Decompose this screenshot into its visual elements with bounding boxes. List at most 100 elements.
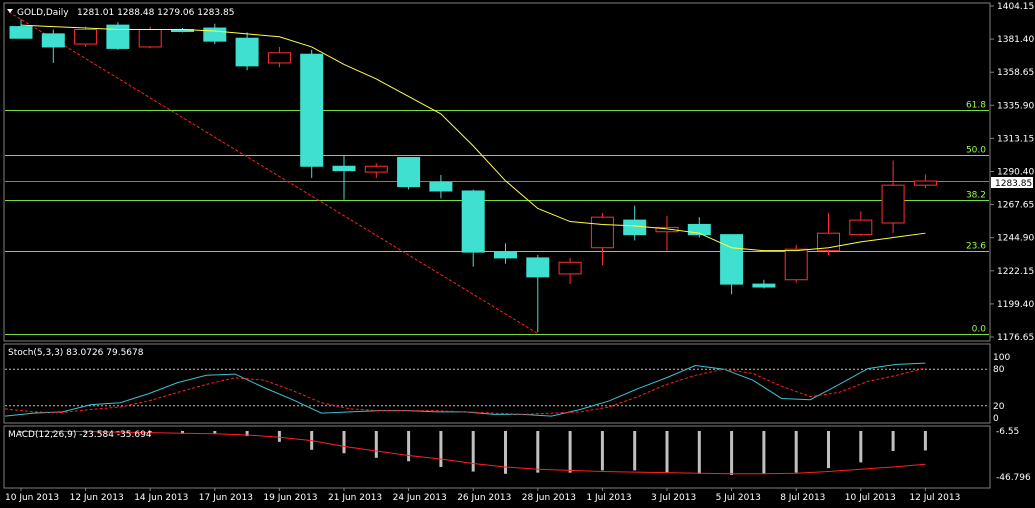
candle-body xyxy=(849,219,873,236)
candle-body xyxy=(655,226,679,233)
candle-body xyxy=(687,223,711,236)
x-tick-label: 10 Jun 2013 xyxy=(5,493,59,503)
y-axis-labels: 1404.15 1381.40 1358.65 1335.90 1313.15 1290.… xyxy=(990,2,1034,483)
macd-hist-bar xyxy=(762,431,766,474)
y-tick-label: 1290.40 xyxy=(997,168,1034,178)
macd-signal-line xyxy=(21,431,926,475)
candle-body xyxy=(429,181,453,192)
candle xyxy=(235,32,259,71)
x-tick-label: 3 Jul 2013 xyxy=(651,493,696,503)
x-axis-labels: 10 Jun 2013 12 Jun 2013 14 Jun 2013 17 Jun … xyxy=(5,488,960,503)
candle-body xyxy=(267,52,291,64)
candles[interactable] xyxy=(9,19,937,333)
x-tick-label: 28 Jun 2013 xyxy=(522,493,576,503)
x-tick-label: 17 Jun 2013 xyxy=(199,493,253,503)
chevron-down-icon[interactable] xyxy=(7,9,13,13)
candle-body xyxy=(590,216,614,249)
candle xyxy=(623,205,647,241)
macd-hist-bar xyxy=(859,431,863,463)
candle xyxy=(784,244,808,283)
candle-body xyxy=(461,190,485,253)
candle-body xyxy=(397,157,421,188)
candle xyxy=(74,26,98,47)
macd-hist-bar xyxy=(568,431,572,473)
x-tick-label: 21 Jun 2013 xyxy=(328,493,382,503)
y-tick-label: 1199.40 xyxy=(997,300,1034,310)
macd-hist-bar xyxy=(277,431,281,442)
candle-body xyxy=(74,28,98,45)
candle-body xyxy=(364,165,388,173)
macd-hist-bar xyxy=(439,431,443,467)
y-tick-label: 1222.15 xyxy=(997,267,1034,277)
moving-average xyxy=(20,24,926,252)
y-tick-label: 1313.15 xyxy=(997,134,1034,144)
x-tick-label: 14 Jun 2013 xyxy=(134,493,188,503)
candle-body xyxy=(41,33,65,48)
macd-panel-border xyxy=(3,425,991,489)
trend-line xyxy=(8,11,539,335)
candle-body xyxy=(752,283,776,288)
x-tick-label: 5 Jul 2013 xyxy=(716,493,761,503)
candle-body xyxy=(881,184,905,224)
stoch-tick-label: 0 xyxy=(993,414,999,424)
candle xyxy=(881,160,905,234)
macd-label: MACD(12,26,9) -23.584 -35.694 xyxy=(8,430,152,440)
y-tick-label: 1358.65 xyxy=(997,68,1034,78)
macd-hist-bar xyxy=(891,431,895,451)
fib-label: 61.8 xyxy=(966,101,986,111)
candle xyxy=(332,156,356,200)
ma-line xyxy=(20,24,926,252)
macd-hist-bar xyxy=(536,431,540,473)
x-tick-label: 19 Jun 2013 xyxy=(263,493,317,503)
candle xyxy=(267,46,291,68)
candle xyxy=(461,189,485,267)
macd-hist-bar xyxy=(504,431,507,474)
candle xyxy=(655,215,679,251)
stoch-main-line xyxy=(4,362,926,417)
x-tick-label: 8 Jul 2013 xyxy=(780,493,825,503)
macd-hist-bar xyxy=(730,431,734,475)
stoch-tick-label: 80 xyxy=(993,365,1005,375)
candle-body xyxy=(623,219,647,236)
macd-hist-bar xyxy=(407,431,411,462)
last-price-tag-bg xyxy=(991,177,1033,188)
stoch-tick-label: 100 xyxy=(993,353,1010,363)
candle xyxy=(429,174,453,199)
stoch-tick-label: 20 xyxy=(993,402,1005,412)
macd-hist-bar xyxy=(374,431,378,458)
y-tick-label: 1244.90 xyxy=(997,234,1034,244)
fib-label: 0.0 xyxy=(972,325,987,335)
stoch-signal-line xyxy=(4,367,926,415)
fib-label: 38.2 xyxy=(966,191,986,201)
stoch-panel-border xyxy=(3,343,991,424)
x-tick-label: 10 Jul 2013 xyxy=(845,493,896,503)
candle xyxy=(558,257,582,285)
candle xyxy=(138,26,162,49)
candle-body xyxy=(784,248,808,281)
y-tick-label: 1267.65 xyxy=(997,201,1034,211)
macd-hist-bar xyxy=(245,431,249,437)
candle-body xyxy=(138,28,162,48)
candle-body xyxy=(913,180,937,186)
macd-hist-bar xyxy=(181,431,184,434)
macd-tick-label: -46.796 xyxy=(996,473,1031,483)
x-tick-label: 12 Jun 2013 xyxy=(70,493,124,503)
y-tick-label: 1381.40 xyxy=(997,35,1034,45)
candle xyxy=(752,279,776,289)
candle xyxy=(106,22,130,50)
macd-hist-bar xyxy=(600,431,604,471)
macd-hist-bar xyxy=(827,431,830,469)
macd-hist-bar xyxy=(633,431,637,471)
macd-hist-bar xyxy=(923,431,927,451)
candle-body xyxy=(106,24,130,49)
candle xyxy=(364,163,388,178)
symbol-header[interactable]: GOLD,Daily 1281.01 1288.48 1279.06 1283.… xyxy=(7,8,234,18)
x-tick-label: 26 Jun 2013 xyxy=(457,493,511,503)
fib-label: 50.0 xyxy=(966,146,986,156)
symbol-label: GOLD,Daily xyxy=(17,8,69,18)
candle-body xyxy=(235,37,259,67)
fibonacci-levels: 61.8 50.0 38.2 23.6 0.0 xyxy=(5,101,989,335)
candle xyxy=(41,29,65,63)
candle xyxy=(397,157,421,190)
candle xyxy=(203,23,227,45)
